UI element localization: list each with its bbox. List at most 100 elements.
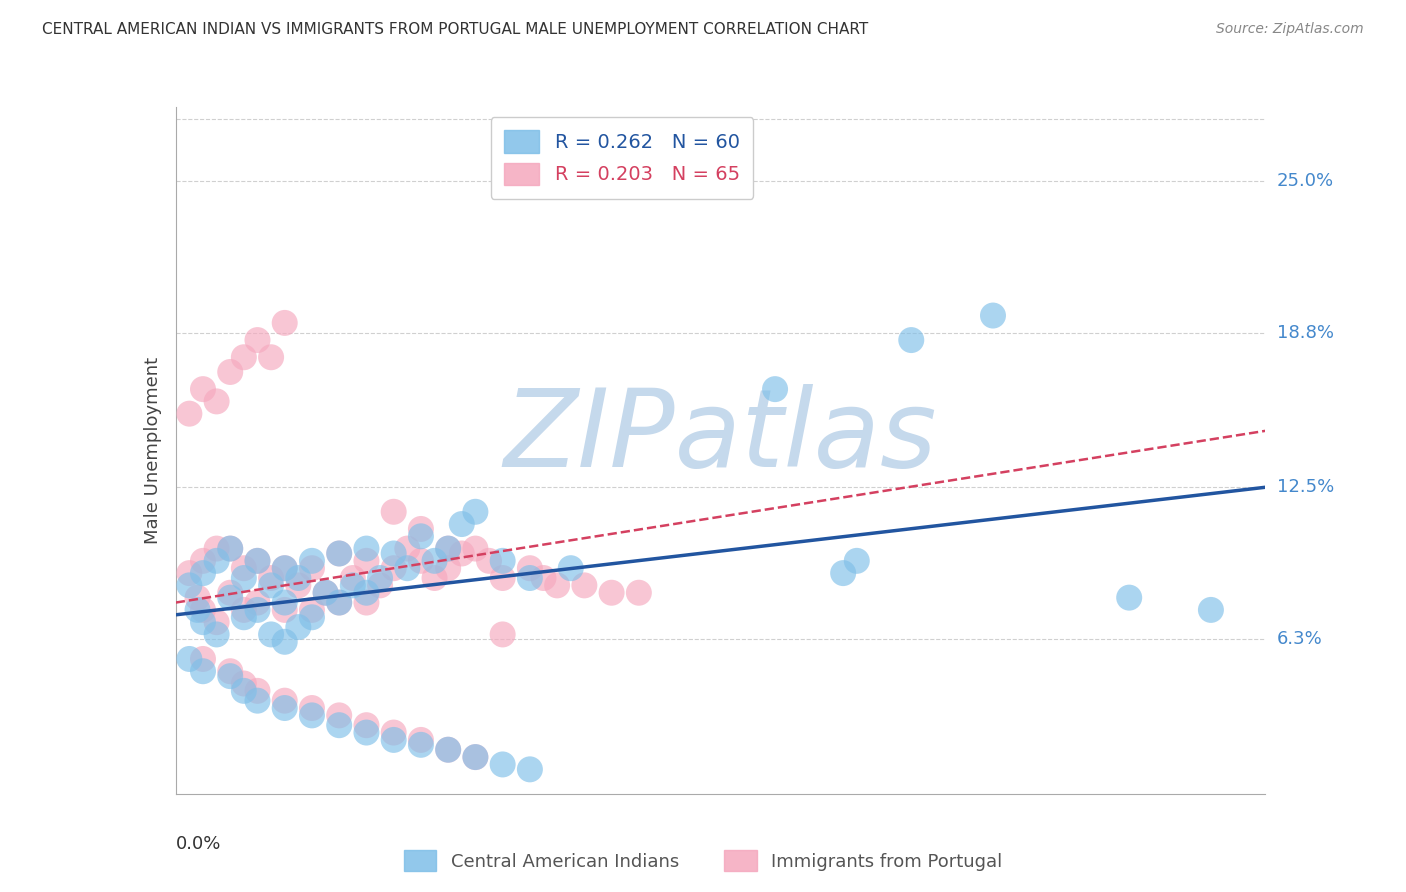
Point <box>246 554 269 568</box>
Point <box>219 585 242 599</box>
Point <box>396 561 419 575</box>
Point <box>437 742 460 756</box>
Point <box>437 561 460 575</box>
Point <box>356 596 378 610</box>
Point <box>246 694 269 708</box>
Point <box>409 733 432 747</box>
Point <box>492 571 515 585</box>
Point <box>423 554 446 568</box>
Point <box>560 561 582 575</box>
Point <box>246 596 269 610</box>
Text: 0.0%: 0.0% <box>176 835 221 853</box>
Point <box>186 591 209 605</box>
Point <box>232 351 254 365</box>
Point <box>274 316 297 330</box>
Text: 25.0%: 25.0% <box>1277 171 1334 190</box>
Point <box>533 571 555 585</box>
Point <box>205 615 228 630</box>
Point <box>464 750 486 764</box>
Point <box>574 578 596 592</box>
Point <box>205 541 228 556</box>
Point <box>205 394 228 409</box>
Point <box>191 554 214 568</box>
Point <box>274 561 297 575</box>
Point <box>1118 591 1140 605</box>
Point <box>260 571 283 585</box>
Point <box>832 566 855 581</box>
Point <box>232 561 254 575</box>
Point <box>219 365 242 379</box>
Point <box>519 571 541 585</box>
Point <box>205 554 228 568</box>
Point <box>519 561 541 575</box>
Point <box>301 554 323 568</box>
Text: 12.5%: 12.5% <box>1277 478 1334 496</box>
Point <box>191 603 214 617</box>
Point <box>219 591 242 605</box>
Point <box>186 603 209 617</box>
Point <box>382 725 405 739</box>
Point <box>301 610 323 624</box>
Point <box>382 561 405 575</box>
Point <box>763 382 786 396</box>
Point <box>260 627 283 641</box>
Point <box>315 585 337 599</box>
Point <box>356 718 378 732</box>
Point <box>191 664 214 679</box>
Point <box>492 554 515 568</box>
Point <box>232 571 254 585</box>
Point <box>492 757 515 772</box>
Point <box>179 652 201 666</box>
Point <box>219 541 242 556</box>
Point <box>437 541 460 556</box>
Point <box>274 635 297 649</box>
Point <box>191 615 214 630</box>
Point <box>382 733 405 747</box>
Point <box>464 541 486 556</box>
Point <box>356 554 378 568</box>
Point <box>519 762 541 776</box>
Point <box>301 603 323 617</box>
Point <box>437 541 460 556</box>
Text: CENTRAL AMERICAN INDIAN VS IMMIGRANTS FROM PORTUGAL MALE UNEMPLOYMENT CORRELATIO: CENTRAL AMERICAN INDIAN VS IMMIGRANTS FR… <box>42 22 869 37</box>
Point <box>409 554 432 568</box>
Point <box>356 585 378 599</box>
Point <box>191 566 214 581</box>
Point <box>478 554 501 568</box>
Point <box>328 596 350 610</box>
Point <box>219 664 242 679</box>
Point <box>232 676 254 690</box>
Text: 18.8%: 18.8% <box>1277 324 1333 342</box>
Point <box>342 571 364 585</box>
Point <box>191 382 214 396</box>
Point <box>274 596 297 610</box>
Point <box>315 585 337 599</box>
Point <box>179 566 201 581</box>
Point <box>450 517 472 532</box>
Point <box>301 561 323 575</box>
Point <box>232 683 254 698</box>
Point <box>219 541 242 556</box>
Point <box>464 750 486 764</box>
Point <box>464 505 486 519</box>
Point <box>396 541 419 556</box>
Point <box>232 610 254 624</box>
Point <box>246 603 269 617</box>
Point <box>328 596 350 610</box>
Point <box>368 571 391 585</box>
Text: 6.3%: 6.3% <box>1277 631 1322 648</box>
Point <box>328 718 350 732</box>
Point <box>328 546 350 561</box>
Point <box>287 620 309 634</box>
Point <box>627 585 650 599</box>
Point <box>260 351 283 365</box>
Point <box>368 578 391 592</box>
Point <box>600 585 623 599</box>
Point <box>382 546 405 561</box>
Point <box>981 309 1004 323</box>
Point <box>845 554 868 568</box>
Point <box>1199 603 1222 617</box>
Point <box>274 561 297 575</box>
Point <box>356 725 378 739</box>
Point <box>246 683 269 698</box>
